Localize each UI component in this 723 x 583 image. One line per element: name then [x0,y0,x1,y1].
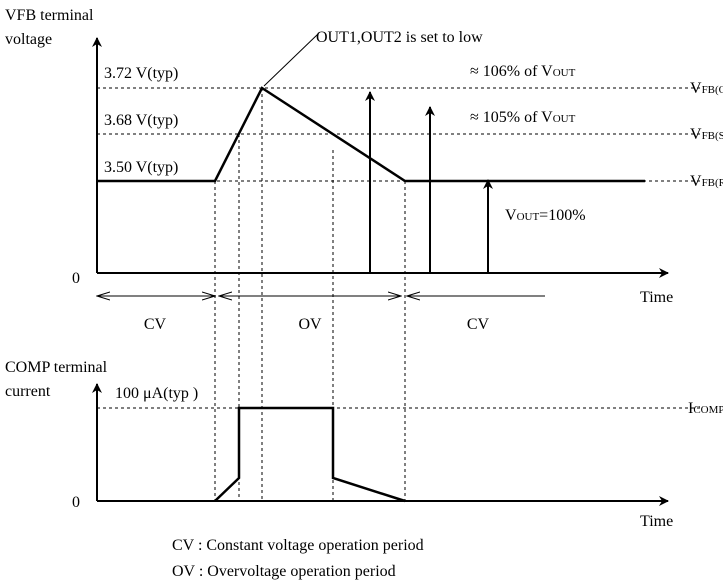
guides [214,88,406,501]
level-label: 3.72 V(typ) [104,65,178,82]
top-graph: VFB terminal voltage 3.72 V(typ) 3.68 V(… [5,7,723,306]
level-label: 3.50 V(typ) [104,159,178,176]
level-label: 100 μA(typ ) [115,385,198,402]
x-label: Time [640,289,673,306]
period-label: CV [467,316,490,333]
level-name: VFB(SOVP) [690,126,723,143]
level-name: ICOMP(SK) [688,400,723,417]
periods: CV OV CV [97,296,545,333]
axis-label: VFB terminal [5,7,94,24]
period-label: OV [298,316,322,333]
arrow-label: ≈ 106% of VOUT [470,63,576,80]
axis-label: voltage [5,31,52,48]
x-label: Time [640,513,673,530]
legend-line: CV : Constant voltage operation period [172,537,424,554]
axis-label: COMP terminal [5,359,108,376]
bottom-graph: COMP terminal current 100 μA(typ ) ICOMP… [5,359,723,530]
level-label: 3.68 V(typ) [104,112,178,129]
waveform [214,406,406,503]
origin-label: 0 [72,494,80,511]
axis-label: current [5,383,51,400]
level-name: VFB(OVP) [690,80,723,97]
period-label: CV [144,316,167,333]
annotation: OUT1,OUT2 is set to low [316,29,483,46]
origin-label: 0 [72,270,80,287]
arrow-label: VOUT=100% [505,207,586,224]
level-name: VFB(REF) [690,173,723,190]
arrow-label: ≈ 105% of VOUT [470,109,576,126]
legend-line: OV : Overvoltage operation period [172,563,396,580]
leader-line [263,33,319,87]
